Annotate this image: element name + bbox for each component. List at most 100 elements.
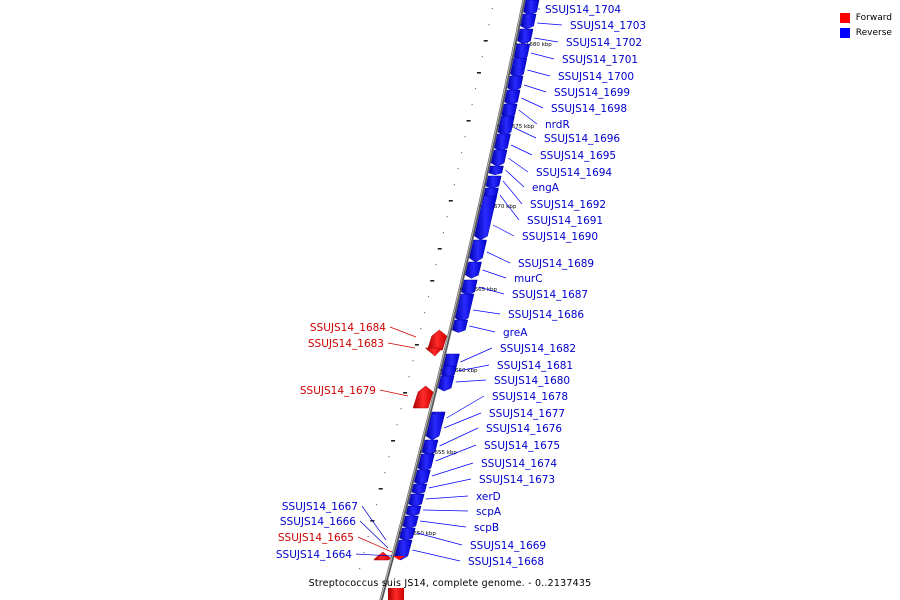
skew-mark — [359, 568, 361, 570]
gene-label-leader — [425, 495, 469, 500]
gene-label-leader — [492, 224, 515, 237]
forward-gene-arrow — [393, 556, 405, 560]
skew-mark — [427, 296, 430, 298]
tick-label: 1665 kbp — [471, 287, 497, 293]
reverse-gene-label: SSUJS14_1675 — [484, 440, 560, 452]
gene-label-leader — [422, 509, 469, 512]
reverse-gene-label: SSUJS14_1698 — [551, 103, 627, 115]
reverse-gene-arrow — [474, 195, 498, 241]
tick-label: 1680 kbp — [526, 42, 552, 48]
gene-label-leader — [508, 157, 529, 173]
reverse-gene-arrow — [421, 439, 439, 456]
reverse-swatch — [839, 27, 850, 38]
skew-mark — [448, 200, 453, 202]
forward-gene-label: SSUJS14_1664 — [276, 549, 352, 561]
reverse-gene-arrow — [507, 75, 524, 92]
reverse-gene-label: SSUJS14_1696 — [544, 133, 620, 145]
reverse-gene-label: SSUJS14_1682 — [500, 343, 576, 355]
gene-label-leader — [518, 109, 538, 125]
gene-label-leader — [387, 342, 416, 349]
reverse-gene-arrow — [485, 175, 502, 189]
reverse-gene-label: SSUJS14_1677 — [489, 408, 565, 420]
reverse-gene-label: SSUJS14_1700 — [558, 71, 634, 83]
reverse-gene-label: SSUJS14_1695 — [540, 150, 616, 162]
skew-mark — [408, 376, 410, 378]
reverse-gene-arrow — [437, 375, 455, 392]
skew-mark — [471, 104, 473, 106]
legend-reverse-label: Reverse — [855, 27, 892, 38]
skew-mark — [375, 504, 378, 506]
reverse-gene-label: SSUJS14_1681 — [497, 360, 573, 372]
reverse-gene-arrow — [452, 319, 469, 333]
legend-forward: Forward — [839, 10, 892, 25]
reverse-gene-label: scpA — [476, 506, 502, 518]
legend-forward-label: Forward — [855, 12, 892, 23]
reverse-gene-label: SSUJS14_1692 — [530, 199, 606, 211]
skew-mark — [446, 216, 448, 218]
reverse-gene-arrow — [517, 28, 534, 45]
gene-label-leader — [357, 536, 393, 553]
genome-caption: Streptococcus suis JS14, complete genome… — [308, 578, 592, 589]
skew-mark — [396, 424, 398, 426]
gene-label-leader — [361, 505, 387, 541]
gene-label-leader — [355, 553, 393, 557]
backbone-highlight — [379, 0, 524, 600]
tick-label: 1655 kbp — [431, 450, 457, 456]
skew-mark — [403, 392, 408, 394]
gene-labels: SSUJS14_1704 SSUJS14_1703 SSUJS14_1702 SSUJ… — [276, 4, 646, 568]
reverse-gene-arrow — [510, 57, 528, 79]
forward-gene-label: SSUJS14_1667 — [282, 501, 358, 513]
gene-label-leader — [524, 84, 547, 93]
forward-gene-arrow — [427, 329, 448, 351]
gene-label-leader — [499, 194, 520, 221]
skew-mark — [378, 488, 383, 490]
skew-mark — [367, 536, 369, 538]
gene-label-leader — [359, 520, 389, 549]
skew-mark — [435, 264, 437, 266]
reverse-gene-label: SSUJS14_1702 — [566, 37, 642, 49]
reverse-gene-arrow — [494, 133, 511, 152]
gene-label-leader — [478, 286, 505, 295]
gene-label-leader — [505, 169, 525, 188]
forward-gene-arrow — [388, 588, 404, 600]
reverse-gene-label: SSUJS14_1669 — [470, 540, 546, 552]
reverse-gene-label: SSUJS14_1687 — [512, 289, 588, 301]
reverse-gene-arrow — [405, 505, 422, 517]
skew-mark — [414, 344, 419, 346]
reverse-gene-arrow — [461, 279, 478, 296]
reverse-gene-label: nrdR — [545, 119, 570, 131]
gene-label-leader — [537, 22, 563, 26]
reverse-gene-label: scpB — [474, 522, 499, 534]
reverse-gene-arrow — [469, 239, 487, 263]
forward-gene-label: SSUJS14_1666 — [280, 516, 356, 528]
skew-mark — [464, 136, 466, 138]
gene-label-leader — [416, 532, 463, 546]
reverse-gene-label: SSUJS14_1703 — [570, 20, 646, 32]
legend-reverse: Reverse — [839, 25, 892, 40]
forward-gene-arrow — [424, 347, 443, 357]
forward-gene-arrow — [412, 385, 434, 409]
gene-label-leader — [530, 52, 555, 60]
gene-label-leader — [473, 309, 501, 315]
reverse-gene-arrow — [497, 115, 515, 137]
skew-mark — [430, 280, 435, 282]
gene-label-leader — [527, 69, 551, 77]
skew-mark — [483, 40, 488, 42]
reverse-gene-label: engA — [532, 182, 560, 194]
reverse-gene-label: SSUJS14_1701 — [562, 54, 638, 66]
reverse-gene-arrow — [504, 89, 521, 106]
reverse-gene-label: SSUJS14_1690 — [522, 231, 598, 243]
gene-label-leader — [486, 251, 511, 264]
gene-label-leader — [428, 478, 472, 489]
skew-mark — [354, 584, 356, 586]
skew-mark — [400, 408, 402, 410]
tick-label: 1675 kbp — [508, 124, 534, 130]
gene-label-leader — [469, 325, 496, 333]
gene-label-leader — [460, 347, 493, 363]
skew-mark — [488, 24, 490, 26]
reverse-gene-arrow — [394, 539, 413, 561]
reverse-gene-label: SSUJS14_1668 — [468, 556, 544, 568]
skew-mark — [420, 328, 422, 330]
reverse-gene-arrow — [425, 413, 445, 441]
